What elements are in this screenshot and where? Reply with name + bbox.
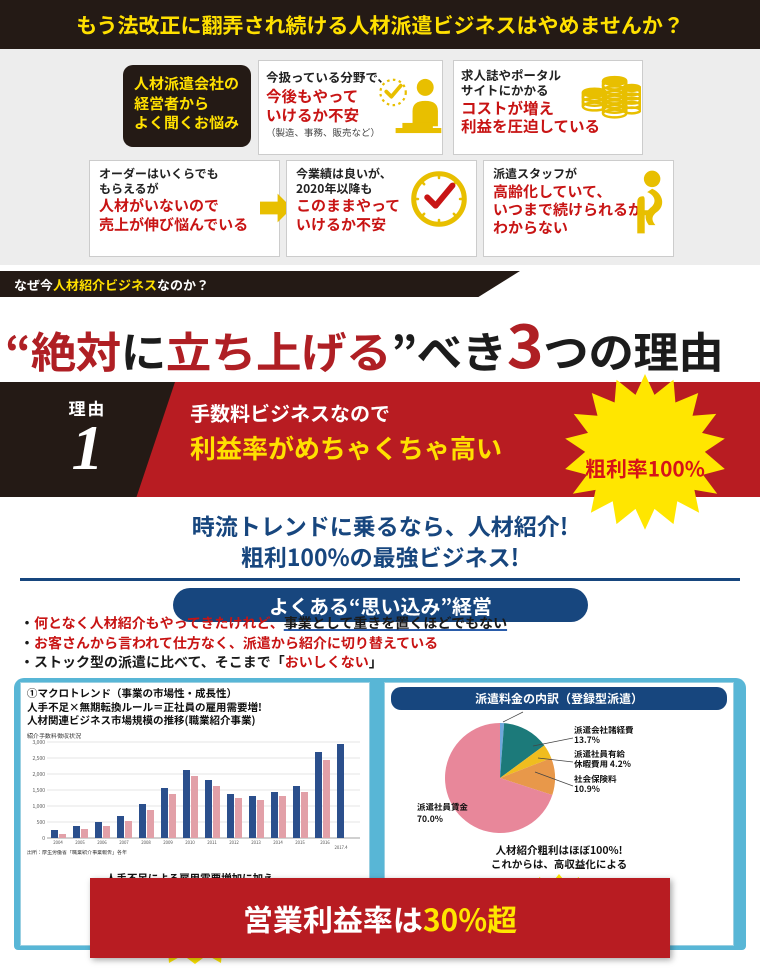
svg-text:2008: 2008 [141,840,151,846]
svg-text:2,500: 2,500 [33,755,46,762]
svg-text:2013: 2013 [251,840,261,846]
svg-text:2012: 2012 [229,840,239,846]
svg-text:500: 500 [37,819,46,826]
svg-text:出所：厚生労働省「職業紹介事業報告」各年: 出所：厚生労働省「職業紹介事業報告」各年 [27,849,127,856]
svg-text:2010: 2010 [185,840,195,846]
svg-text:10.9%: 10.9% [574,783,600,795]
svg-text:2009: 2009 [163,840,173,846]
svg-text:70.0%: 70.0% [417,813,443,825]
svg-text:3,000: 3,000 [33,739,46,746]
svg-text:2004: 2004 [53,840,63,846]
svg-text:2016: 2016 [320,840,330,846]
svg-text:2007: 2007 [119,840,129,846]
svg-text:2006: 2006 [97,840,107,846]
svg-text:0: 0 [42,835,45,842]
svg-text:2015: 2015 [295,840,305,846]
svg-text:2017.4: 2017.4 [334,845,348,851]
svg-text:営業利益 1.2%: 営業利益 1.2% [493,710,550,712]
svg-text:1,500: 1,500 [33,787,46,794]
svg-text:13.7%: 13.7% [574,734,600,746]
svg-text:2005: 2005 [75,840,85,846]
svg-text:休暇費用 4.2%: 休暇費用 4.2% [573,758,631,770]
svg-text:1,000: 1,000 [33,803,46,810]
svg-text:派遣社員賃金: 派遣社員賃金 [417,801,469,813]
svg-text:2,000: 2,000 [33,771,46,778]
svg-text:2014: 2014 [273,840,283,846]
svg-text:2011: 2011 [207,840,217,846]
svg-text:粗利率100%: 粗利率100% [585,454,705,484]
